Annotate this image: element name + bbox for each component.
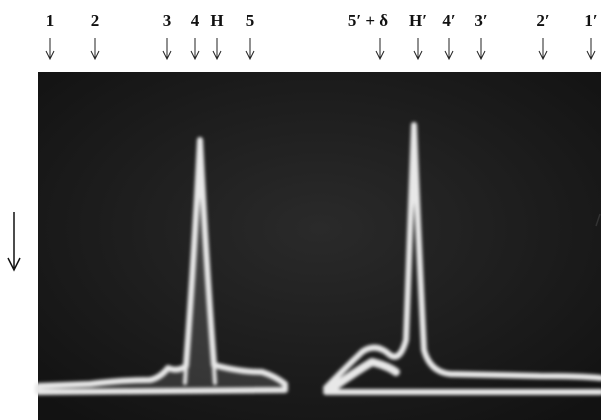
peak-label: 2′ xyxy=(536,11,549,30)
label-arrow xyxy=(213,38,221,59)
peak-label: 2 xyxy=(91,11,100,30)
label-arrow xyxy=(163,38,171,59)
peak-label: H xyxy=(210,11,223,30)
screen xyxy=(38,72,601,420)
peak-label: 5 xyxy=(246,11,255,30)
peak-label: 1′ xyxy=(584,11,597,30)
peak-label: H′ xyxy=(409,11,427,30)
big-arrow xyxy=(8,212,20,270)
label-arrow xyxy=(376,38,384,59)
label-arrow xyxy=(46,38,54,59)
label-arrow xyxy=(477,38,485,59)
peak-label: 1 xyxy=(46,11,55,30)
label-arrow xyxy=(246,38,254,59)
label-arrow xyxy=(587,38,595,59)
label-arrow xyxy=(445,38,453,59)
figure: 1 2 34H 5 5′ + δ H′ 4′ 3′ 2′ 1′ xyxy=(0,0,601,420)
peak-label: 3 xyxy=(163,11,172,30)
peak-label: 3′ xyxy=(474,11,487,30)
peak-label: 4 xyxy=(191,11,200,30)
peak-label: 4′ xyxy=(442,11,455,30)
label-arrow xyxy=(539,38,547,59)
peak-label: 5′ + δ xyxy=(348,11,388,30)
label-arrow xyxy=(191,38,199,59)
label-arrow xyxy=(91,38,99,59)
label-arrow xyxy=(414,38,422,59)
